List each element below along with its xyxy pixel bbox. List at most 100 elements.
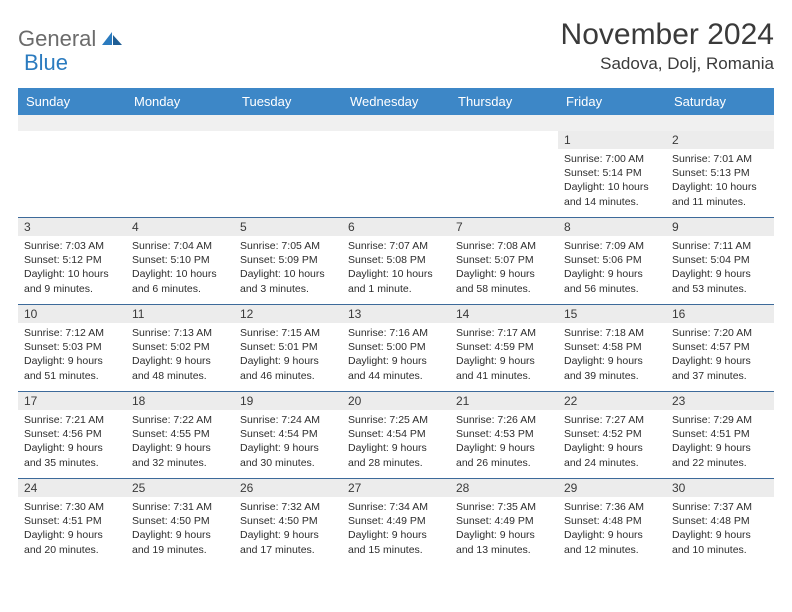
sunrise-line: Sunrise: 7:30 AM: [24, 500, 120, 514]
daylight-line-1: Daylight: 9 hours: [672, 354, 768, 368]
day-cell: 12Sunrise: 7:15 AMSunset: 5:01 PMDayligh…: [234, 305, 342, 391]
day-number: [342, 131, 450, 149]
sunrise-line: Sunrise: 7:07 AM: [348, 239, 444, 253]
sunset-line: Sunset: 4:54 PM: [240, 427, 336, 441]
day-details: Sunrise: 7:03 AMSunset: 5:12 PMDaylight:…: [18, 236, 126, 300]
day-number: 4: [126, 218, 234, 236]
sunset-line: Sunset: 5:07 PM: [456, 253, 552, 267]
day-cell: 20Sunrise: 7:25 AMSunset: 4:54 PMDayligh…: [342, 392, 450, 478]
day-cell: 5Sunrise: 7:05 AMSunset: 5:09 PMDaylight…: [234, 218, 342, 304]
daylight-line-2: and 46 minutes.: [240, 369, 336, 383]
daylight-line-2: and 35 minutes.: [24, 456, 120, 470]
day-number: 11: [126, 305, 234, 323]
day-cell: [450, 131, 558, 217]
daylight-line-2: and 39 minutes.: [564, 369, 660, 383]
day-details: Sunrise: 7:13 AMSunset: 5:02 PMDaylight:…: [126, 323, 234, 387]
sunset-line: Sunset: 5:04 PM: [672, 253, 768, 267]
daylight-line-2: and 10 minutes.: [672, 543, 768, 557]
day-cell: 11Sunrise: 7:13 AMSunset: 5:02 PMDayligh…: [126, 305, 234, 391]
day-header: Sunday: [18, 88, 126, 115]
brand-logo: General: [18, 18, 126, 52]
sunrise-line: Sunrise: 7:22 AM: [132, 413, 228, 427]
daylight-line-1: Daylight: 9 hours: [24, 354, 120, 368]
sunset-line: Sunset: 4:48 PM: [564, 514, 660, 528]
sunrise-line: Sunrise: 7:35 AM: [456, 500, 552, 514]
day-header: Friday: [558, 88, 666, 115]
title-block: November 2024 Sadova, Dolj, Romania: [561, 18, 774, 74]
daylight-line-2: and 44 minutes.: [348, 369, 444, 383]
sunrise-line: Sunrise: 7:24 AM: [240, 413, 336, 427]
daylight-line-2: and 17 minutes.: [240, 543, 336, 557]
daylight-line-1: Daylight: 9 hours: [456, 528, 552, 542]
day-details: Sunrise: 7:29 AMSunset: 4:51 PMDaylight:…: [666, 410, 774, 474]
day-cell: 7Sunrise: 7:08 AMSunset: 5:07 PMDaylight…: [450, 218, 558, 304]
daylight-line-1: Daylight: 10 hours: [348, 267, 444, 281]
daylight-line-2: and 53 minutes.: [672, 282, 768, 296]
daylight-line-1: Daylight: 9 hours: [348, 441, 444, 455]
sunrise-line: Sunrise: 7:32 AM: [240, 500, 336, 514]
week-row: 3Sunrise: 7:03 AMSunset: 5:12 PMDaylight…: [18, 217, 774, 304]
sunrise-line: Sunrise: 7:20 AM: [672, 326, 768, 340]
day-number: 16: [666, 305, 774, 323]
day-cell: 4Sunrise: 7:04 AMSunset: 5:10 PMDaylight…: [126, 218, 234, 304]
day-details: Sunrise: 7:00 AMSunset: 5:14 PMDaylight:…: [558, 149, 666, 213]
day-number: 15: [558, 305, 666, 323]
calendar-grid: SundayMondayTuesdayWednesdayThursdayFrid…: [18, 88, 774, 565]
daylight-line-2: and 48 minutes.: [132, 369, 228, 383]
daylight-line-1: Daylight: 9 hours: [348, 528, 444, 542]
header: General November 2024 Sadova, Dolj, Roma…: [18, 18, 774, 74]
sunset-line: Sunset: 4:50 PM: [132, 514, 228, 528]
day-number: 7: [450, 218, 558, 236]
daylight-line-1: Daylight: 9 hours: [24, 528, 120, 542]
daylight-line-2: and 24 minutes.: [564, 456, 660, 470]
day-details: Sunrise: 7:01 AMSunset: 5:13 PMDaylight:…: [666, 149, 774, 213]
day-number: 8: [558, 218, 666, 236]
sunset-line: Sunset: 4:49 PM: [456, 514, 552, 528]
week-row: 17Sunrise: 7:21 AMSunset: 4:56 PMDayligh…: [18, 391, 774, 478]
day-cell: 16Sunrise: 7:20 AMSunset: 4:57 PMDayligh…: [666, 305, 774, 391]
sunset-line: Sunset: 5:10 PM: [132, 253, 228, 267]
day-details: Sunrise: 7:07 AMSunset: 5:08 PMDaylight:…: [342, 236, 450, 300]
day-cell: 27Sunrise: 7:34 AMSunset: 4:49 PMDayligh…: [342, 479, 450, 565]
daylight-line-1: Daylight: 9 hours: [132, 528, 228, 542]
daylight-line-1: Daylight: 9 hours: [564, 528, 660, 542]
week-row: 24Sunrise: 7:30 AMSunset: 4:51 PMDayligh…: [18, 478, 774, 565]
day-cell: [234, 131, 342, 217]
day-number: [126, 131, 234, 149]
day-cell: 29Sunrise: 7:36 AMSunset: 4:48 PMDayligh…: [558, 479, 666, 565]
daylight-line-1: Daylight: 9 hours: [672, 528, 768, 542]
day-number: 14: [450, 305, 558, 323]
day-header: Wednesday: [342, 88, 450, 115]
sunrise-line: Sunrise: 7:00 AM: [564, 152, 660, 166]
sunrise-line: Sunrise: 7:12 AM: [24, 326, 120, 340]
brand-word-2: Blue: [24, 50, 68, 76]
sunrise-line: Sunrise: 7:26 AM: [456, 413, 552, 427]
day-details: Sunrise: 7:22 AMSunset: 4:55 PMDaylight:…: [126, 410, 234, 474]
day-details: Sunrise: 7:37 AMSunset: 4:48 PMDaylight:…: [666, 497, 774, 561]
day-cell: 3Sunrise: 7:03 AMSunset: 5:12 PMDaylight…: [18, 218, 126, 304]
day-number: 1: [558, 131, 666, 149]
daylight-line-2: and 3 minutes.: [240, 282, 336, 296]
day-details: Sunrise: 7:18 AMSunset: 4:58 PMDaylight:…: [558, 323, 666, 387]
daylight-line-2: and 9 minutes.: [24, 282, 120, 296]
day-cell: 2Sunrise: 7:01 AMSunset: 5:13 PMDaylight…: [666, 131, 774, 217]
day-details: Sunrise: 7:17 AMSunset: 4:59 PMDaylight:…: [450, 323, 558, 387]
daylight-line-1: Daylight: 9 hours: [240, 441, 336, 455]
day-number: 13: [342, 305, 450, 323]
sunrise-line: Sunrise: 7:03 AM: [24, 239, 120, 253]
day-details: Sunrise: 7:35 AMSunset: 4:49 PMDaylight:…: [450, 497, 558, 561]
location-label: Sadova, Dolj, Romania: [561, 54, 774, 74]
day-number: 3: [18, 218, 126, 236]
sunset-line: Sunset: 5:01 PM: [240, 340, 336, 354]
daylight-line-2: and 6 minutes.: [132, 282, 228, 296]
daylight-line-1: Daylight: 9 hours: [240, 354, 336, 368]
sunset-line: Sunset: 4:50 PM: [240, 514, 336, 528]
sunset-line: Sunset: 4:53 PM: [456, 427, 552, 441]
day-cell: [342, 131, 450, 217]
day-details: Sunrise: 7:30 AMSunset: 4:51 PMDaylight:…: [18, 497, 126, 561]
week-row: 10Sunrise: 7:12 AMSunset: 5:03 PMDayligh…: [18, 304, 774, 391]
day-number: 6: [342, 218, 450, 236]
sunrise-line: Sunrise: 7:37 AM: [672, 500, 768, 514]
daylight-line-2: and 22 minutes.: [672, 456, 768, 470]
day-cell: 17Sunrise: 7:21 AMSunset: 4:56 PMDayligh…: [18, 392, 126, 478]
